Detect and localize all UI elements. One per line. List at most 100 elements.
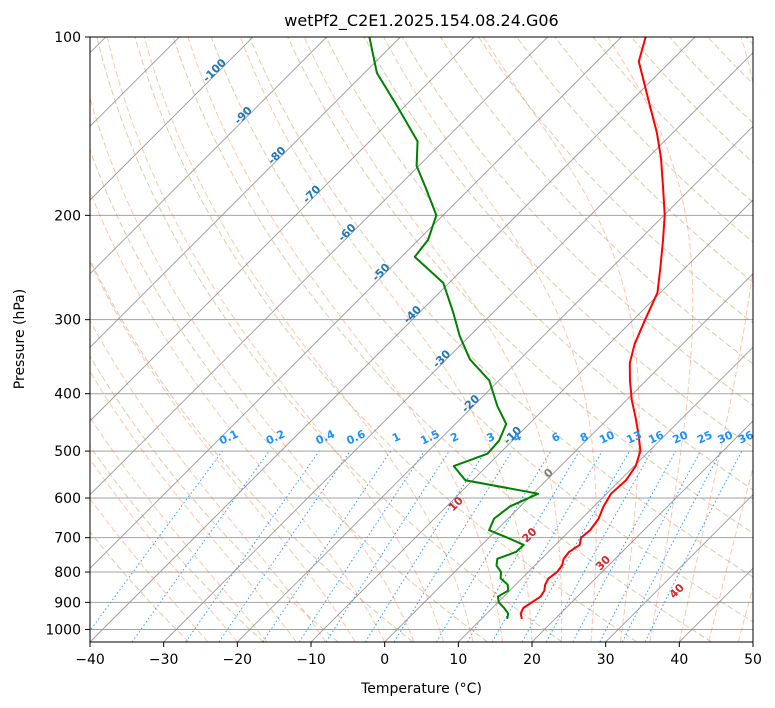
- isotherm-line: [236, 125, 753, 642]
- y-tick-label: 1000: [45, 622, 81, 638]
- isobar-lines: [90, 37, 753, 630]
- mixing-ratio-line: [131, 450, 270, 642]
- y-axis-ticks: 1000 900 800 700 600 500 400 300 200 100: [45, 30, 90, 638]
- dry-adiabat-line: [287, 37, 753, 534]
- isotherm-line: [90, 37, 328, 275]
- chart-title: wetPf2_C2E1.2025.154.08.24.G06: [284, 11, 558, 31]
- isotherm-lines: [90, 37, 753, 642]
- moist-adiabat-line: [303, 37, 563, 642]
- moist-adiabat-line: [90, 458, 238, 642]
- moist-adiabat-line: [607, 37, 694, 642]
- mixing-ratio-line: [393, 450, 513, 642]
- mixing-ratio-line: [90, 450, 223, 632]
- y-axis-label: Pressure (hPa): [12, 289, 28, 389]
- moist-adiabat-line: [187, 37, 504, 642]
- mixing-ratio-tick-label: 2: [448, 430, 460, 445]
- mixing-ratio-line: [298, 450, 425, 642]
- plot-frame: [89, 36, 754, 643]
- isotherm-line: [90, 37, 401, 349]
- y-tick-label: 900: [54, 595, 81, 611]
- mixing-ratio-tick-label: 0.4: [314, 427, 337, 447]
- moist-adiabat-line: [737, 585, 753, 642]
- moist-adiabat-line: [90, 497, 209, 642]
- dewpoint-profile-line: [368, 37, 540, 620]
- moist-adiabat-line: [90, 416, 268, 642]
- isotherm-tick-label: -80: [265, 144, 288, 167]
- temperature-profile-line: [519, 37, 666, 620]
- y-tick-label: 800: [54, 565, 81, 581]
- moist-adiabat-line: [239, 37, 533, 642]
- dry-adiabat-line: [707, 37, 753, 85]
- moist-adiabat-tick-label: 40: [667, 581, 687, 601]
- dry-adiabat-line: [96, 37, 563, 642]
- isotherm-line: [90, 37, 254, 201]
- mixing-ratio-tick-label: 1.5: [418, 427, 441, 447]
- isotherm-tick-label: -70: [300, 182, 323, 205]
- isotherm-line: [163, 51, 753, 642]
- x-tick-label: −30: [149, 652, 179, 668]
- overlay-labels: -100-90-80-70-60-50-40-30-20-10010203040…: [200, 56, 753, 601]
- y-tick-label: 700: [54, 531, 81, 547]
- dry-adiabat-line: [134, 37, 638, 642]
- mixing-ratio-tick-label: 10: [597, 428, 617, 446]
- isotherm-tick-label: -50: [369, 260, 392, 283]
- mixing-ratio-line: [325, 450, 450, 642]
- y-tick-label: 200: [54, 208, 81, 224]
- dry-adiabat-line: [439, 37, 753, 365]
- dry-adiabat-line: [478, 37, 753, 324]
- x-tick-label: 40: [670, 652, 688, 668]
- y-tick-label: 300: [54, 313, 81, 329]
- mixing-ratio-tick-label: 20: [671, 428, 691, 446]
- isotherm-line: [90, 37, 622, 570]
- mixing-ratio-line: [218, 450, 351, 642]
- x-tick-label: 10: [449, 652, 467, 668]
- isotherm-line: [752, 641, 753, 642]
- mixing-ratio-line: [467, 450, 580, 642]
- isotherm-line: [678, 567, 753, 642]
- mixing-ratio-tick-label: 25: [695, 428, 714, 446]
- isotherm-line: [605, 493, 753, 642]
- y-tick-label: 500: [54, 444, 81, 460]
- profile-lines: [368, 37, 666, 620]
- dry-adiabat-line: [745, 37, 753, 45]
- dry-adiabat-line: [210, 37, 753, 623]
- mixing-ratio-tick-label: 0.6: [344, 427, 367, 447]
- moist-adiabat-line: [90, 319, 327, 642]
- isotherm-line: [90, 37, 549, 496]
- moist-adiabat-line: [143, 37, 474, 642]
- mixing-ratio-tick-label: 16: [646, 428, 666, 446]
- x-tick-label: 30: [597, 652, 615, 668]
- mixing-ratio-tick-label: 13: [624, 428, 643, 446]
- dry-adiabat-line: [90, 258, 414, 642]
- dry-adiabat-line: [401, 37, 753, 406]
- plot-area: [90, 37, 753, 642]
- dry-adiabat-line: [90, 148, 488, 642]
- x-tick-label: −40: [75, 652, 105, 668]
- dry-adiabat-line: [325, 37, 753, 491]
- dry-adiabat-line: [516, 37, 753, 284]
- x-tick-label: 20: [523, 652, 541, 668]
- mixing-ratio-tick-label: 1: [390, 430, 402, 445]
- mixing-ratio-tick-label: 0.1: [217, 427, 240, 447]
- moist-adiabat-line: [90, 370, 297, 642]
- mixing-ratio-line: [185, 450, 320, 642]
- dry-adiabat-line: [90, 531, 190, 642]
- x-axis-label: Temperature (°C): [360, 681, 482, 697]
- isotherm-tick-label: -20: [459, 392, 482, 415]
- dry-adiabat-line: [90, 355, 339, 642]
- x-tick-label: −10: [296, 652, 326, 668]
- isotherm-tick-label: -30: [430, 347, 453, 370]
- mixing-ratio-line: [521, 450, 630, 642]
- x-tick-label: 50: [744, 652, 762, 668]
- moist-adiabat-line: [482, 37, 640, 642]
- isotherm-tick-label: -90: [232, 104, 255, 127]
- mixing-ratio-line: [572, 450, 677, 642]
- dry-adiabat-line: [249, 37, 753, 578]
- y-tick-label: 400: [54, 387, 81, 403]
- isotherm-line: [90, 37, 475, 422]
- y-tick-label: 600: [54, 491, 81, 507]
- dry-adiabat-line: [669, 37, 753, 124]
- moist-adiabat-line: [106, 37, 445, 642]
- x-tick-label: −20: [223, 652, 253, 668]
